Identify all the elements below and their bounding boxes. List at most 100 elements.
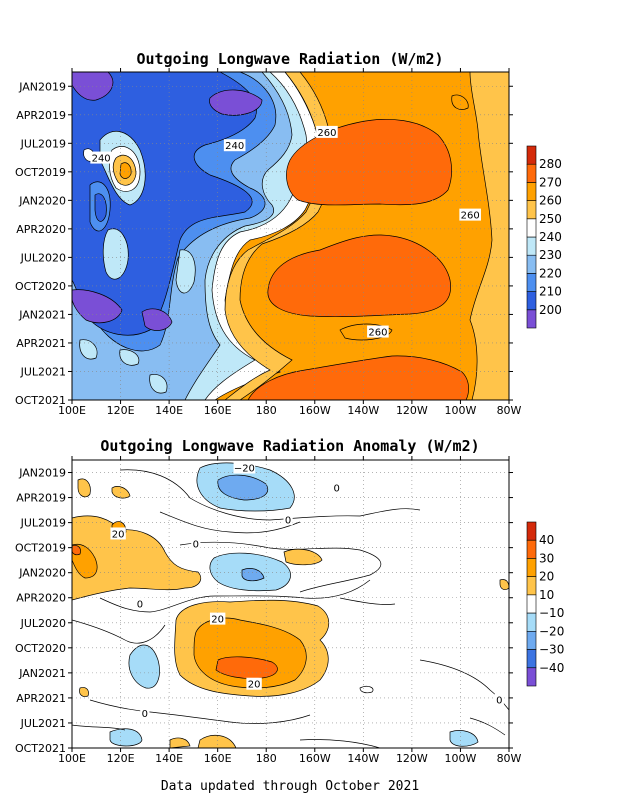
contour-label: 0 [193,539,199,550]
x-tick-label: 120E [107,752,135,765]
contour-label-bg [494,693,504,706]
colorbar-swatch [526,521,537,541]
contour-label-bg [90,151,112,164]
contour-label-bg [233,461,256,474]
y-tick-label: OCT2019 [15,166,66,179]
colorbar-label: 210 [539,285,562,299]
x-tick-label: 160E [204,752,232,765]
x-tick-label: 100W [445,404,477,417]
contour-label-bg [135,597,145,610]
x-tick-label: 120W [396,752,428,765]
colorbar-swatch [526,309,537,329]
colorbar-swatch [526,182,537,201]
colorbar-swatch [526,631,537,650]
colorbar-label: 240 [539,230,562,244]
olr-colorbar: 200 210 220 230 240 250 260 270 280 [526,145,562,329]
colorbar-swatch [526,576,537,596]
colorbar-swatch [526,236,537,256]
contour-label: 240 [92,154,111,165]
colorbar-label: 280 [539,157,562,171]
y-tick-label: JUL2019 [20,137,66,150]
y-tick-label: JAN2019 [18,467,66,480]
colorbar-swatch [526,218,537,238]
contour-label-bg [316,125,338,138]
y-tick-label: JUL2021 [20,717,66,730]
x-tick-label: 140W [347,404,379,417]
colorbar-label: 260 [539,194,562,208]
x-tick-label: 100E [58,752,86,765]
y-tick-label: APR2021 [16,337,66,350]
y-tick-label: OCT2020 [15,642,66,655]
x-tick-label: 140E [155,752,183,765]
x-tick-label: 80W [497,404,522,417]
contour-label-bg [140,706,150,719]
colorbar-label: 230 [539,248,562,262]
contour-label-bg [223,139,246,152]
colorbar-swatch [526,145,537,165]
x-tick-label: 120W [396,404,428,417]
y-tick-label: APR2021 [16,692,66,705]
contour-label: 20 [211,615,224,626]
x-tick-label: 120E [107,404,135,417]
contour-label-bg [191,537,201,550]
colorbar-label: −20 [539,624,564,638]
colorbar-label: 30 [539,551,554,565]
x-tick-label: 100W [445,752,477,765]
y-tick-label: JAN2021 [18,667,66,680]
y-tick-label: JAN2021 [18,308,66,321]
contour-label: 0 [142,709,148,720]
y-tick-label: APR2019 [16,492,66,505]
x-tick-label: 180 [256,404,277,417]
colorbar-label: −40 [539,661,564,675]
contour-label: 0 [496,696,502,707]
y-tick-label: OCT2021 [15,394,66,407]
y-tick-label: JUL2020 [20,251,66,264]
contour-label-bg [209,612,226,625]
contour-label: −20 [234,464,255,475]
footer-note: Data updated through October 2021 [161,779,419,794]
y-tick-label: APR2020 [16,592,66,605]
contour-label-bg [332,481,342,494]
y-tick-label: OCT2019 [15,542,66,555]
y-tick-label: JAN2020 [18,194,66,207]
x-tick-label: 140E [155,404,183,417]
x-tick-label: 160W [299,404,331,417]
x-tick-label: 100E [58,404,86,417]
x-tick-label: 80W [497,752,522,765]
colorbar-label: 10 [539,588,554,602]
colorbar-swatch [526,273,537,292]
colorbar-swatch [526,558,537,577]
y-tick-label: JUL2019 [20,517,66,530]
anomaly-chart-title: Outgoing Longwave Radiation Anomaly (W/m… [100,437,479,455]
contour-label: 260 [461,211,480,222]
colorbar-label: 270 [539,175,562,189]
colorbar-swatch [526,667,537,687]
contour-label: 0 [333,484,339,495]
olr-chart-title: Outgoing Longwave Radiation (W/m2) [136,50,443,68]
colorbar-label: −30 [539,643,564,657]
colorbar-label: −10 [539,606,564,620]
olr-chart-plot: 100E 120E 140E 160E 180 160W 140W 120W 100W 80W J… [15,68,522,417]
colorbar-swatch [526,291,537,311]
y-tick-label: APR2020 [16,223,66,236]
colorbar-swatch [526,200,537,220]
contour-label-bg [459,208,481,221]
colorbar-swatch [526,649,537,669]
y-tick-label: OCT2021 [15,742,66,755]
contour-label: 260 [317,128,336,139]
x-tick-label: 160E [204,404,232,417]
y-tick-label: JAN2020 [18,567,66,580]
colorbar-label: 220 [539,266,562,280]
colorbar-swatch [526,594,537,614]
colorbar-label: 250 [539,212,562,226]
colorbar-swatch [526,539,537,559]
x-tick-label: 140W [347,752,379,765]
x-tick-label: 160W [299,752,331,765]
y-tick-label: JAN2019 [18,80,66,93]
x-tick-label: 180 [256,752,277,765]
colorbar-label: 20 [539,570,554,584]
contour-label-bg [246,677,262,690]
contour-label-bg [367,325,389,338]
contour-label: 0 [137,600,143,611]
